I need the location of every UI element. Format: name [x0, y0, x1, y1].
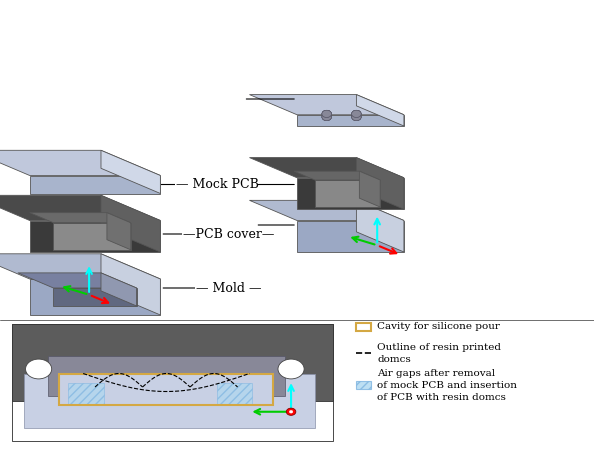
- Circle shape: [289, 410, 293, 413]
- Polygon shape: [0, 150, 160, 176]
- Circle shape: [322, 113, 331, 121]
- Polygon shape: [53, 223, 131, 250]
- Circle shape: [26, 359, 52, 379]
- Polygon shape: [30, 213, 131, 223]
- Circle shape: [322, 110, 331, 117]
- Text: Cavity for silicone pour: Cavity for silicone pour: [377, 322, 500, 331]
- Text: — Mock PCB —: — Mock PCB —: [176, 178, 276, 191]
- Polygon shape: [101, 254, 160, 315]
- Polygon shape: [315, 180, 380, 207]
- Circle shape: [278, 359, 304, 379]
- Circle shape: [352, 113, 361, 121]
- Bar: [59, 374, 273, 405]
- Circle shape: [352, 113, 361, 121]
- Bar: [12, 324, 333, 441]
- Circle shape: [322, 113, 331, 121]
- Polygon shape: [249, 94, 404, 115]
- Polygon shape: [359, 171, 380, 207]
- Text: —PCB cover—: —PCB cover—: [183, 228, 274, 240]
- Polygon shape: [297, 178, 404, 209]
- Circle shape: [352, 113, 361, 121]
- Polygon shape: [294, 171, 380, 180]
- Polygon shape: [101, 150, 160, 194]
- Polygon shape: [0, 254, 160, 279]
- Bar: [24, 374, 315, 428]
- Polygon shape: [18, 273, 137, 288]
- Polygon shape: [356, 94, 404, 126]
- Polygon shape: [249, 200, 404, 220]
- Circle shape: [352, 113, 361, 121]
- Bar: [68, 382, 104, 405]
- Bar: [217, 382, 252, 405]
- Polygon shape: [107, 213, 131, 250]
- Circle shape: [352, 110, 361, 117]
- Polygon shape: [0, 195, 160, 220]
- Polygon shape: [297, 220, 404, 252]
- Text: Outline of resin printed
domcs: Outline of resin printed domcs: [377, 343, 501, 364]
- Circle shape: [322, 113, 331, 121]
- Circle shape: [352, 110, 361, 117]
- Circle shape: [322, 110, 331, 117]
- Polygon shape: [53, 288, 137, 306]
- Polygon shape: [30, 176, 160, 194]
- Polygon shape: [30, 220, 160, 252]
- Polygon shape: [356, 200, 404, 252]
- Bar: [12, 324, 333, 400]
- Polygon shape: [297, 115, 404, 126]
- Circle shape: [322, 110, 331, 117]
- Circle shape: [322, 110, 331, 117]
- Polygon shape: [101, 195, 160, 252]
- Circle shape: [352, 110, 361, 117]
- Polygon shape: [249, 158, 404, 178]
- Bar: [356, 381, 371, 389]
- Circle shape: [322, 113, 331, 121]
- Circle shape: [286, 408, 296, 415]
- Bar: [48, 356, 285, 396]
- Text: Air gaps after removal
of mock PCB and insertion
of PCB with resin domcs: Air gaps after removal of mock PCB and i…: [377, 369, 517, 401]
- Circle shape: [352, 110, 361, 117]
- Bar: [59, 374, 273, 405]
- Text: — Mold —: — Mold —: [196, 282, 261, 294]
- Polygon shape: [356, 158, 404, 209]
- Polygon shape: [30, 279, 160, 315]
- Polygon shape: [101, 273, 137, 306]
- Bar: [356, 323, 371, 331]
